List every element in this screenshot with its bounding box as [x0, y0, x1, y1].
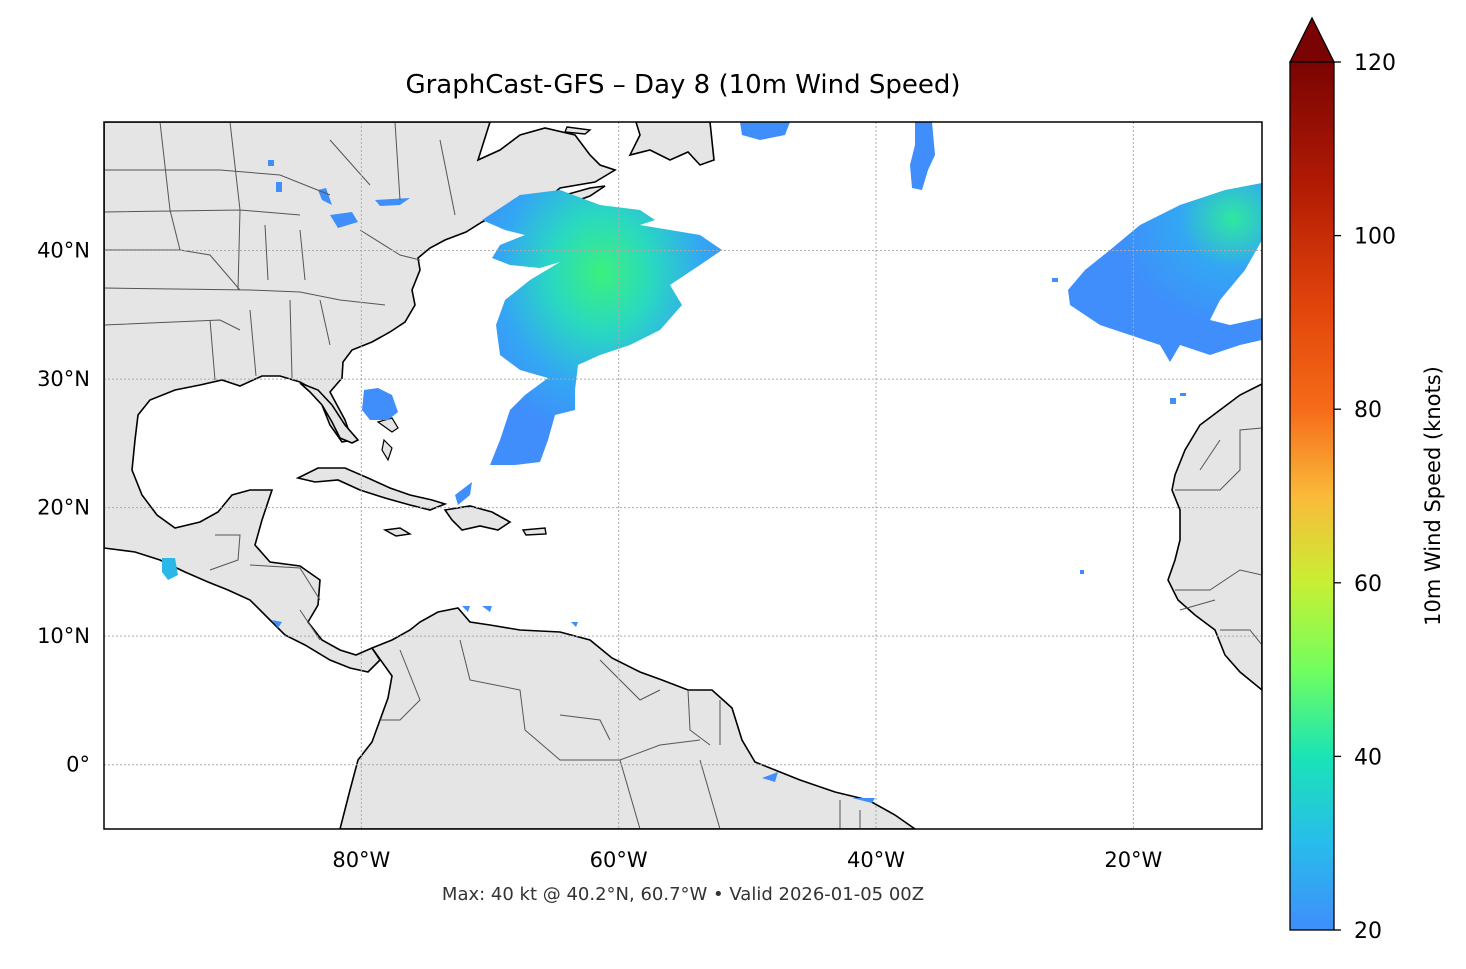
land-puerto-rico — [521, 527, 547, 536]
land-cuba — [295, 467, 448, 511]
lat-tick-label: 20°N — [37, 496, 90, 520]
land-newfoundland — [628, 122, 715, 166]
colorbar-label: 10m Wind Speed (knots) — [1421, 366, 1445, 626]
lat-tick-label: 40°N — [37, 239, 90, 263]
lon-tick-label: 60°W — [590, 848, 648, 872]
colorbar-extend-arrow — [1288, 16, 1336, 63]
colorbar-tick-label: 20 — [1354, 919, 1382, 944]
lon-tick-label: 80°W — [332, 848, 390, 872]
wind-patch-great-lakes — [318, 188, 410, 228]
lat-tick-label: 10°N — [37, 624, 90, 648]
colorbar: 20 40 60 80 100 120 10m Wind Speed (knots) — [1288, 16, 1445, 944]
map-gridlines — [104, 122, 1262, 829]
longitude-axis: 80°W 60°W 40°W 20°W — [332, 848, 1162, 872]
lon-tick-label: 20°W — [1104, 848, 1162, 872]
colorbar-tick-label: 80 — [1354, 398, 1382, 423]
wind-jet-east-atlantic — [1068, 183, 1262, 362]
lon-tick-label: 40°W — [847, 848, 905, 872]
wind-patch-gulf-of-tehuantepec — [162, 558, 178, 580]
political-borders — [104, 122, 1262, 829]
wind-patch-florida-east — [362, 388, 398, 420]
map-footer-caption: Max: 40 kt @ 40.2°N, 60.7°W • Valid 2026… — [441, 884, 925, 905]
lat-tick-label: 30°N — [37, 367, 90, 391]
wind-patch-brazil — [762, 772, 875, 803]
wind-patch-north-atlantic — [740, 122, 790, 140]
land-south-america — [339, 607, 917, 829]
colorbar-tick-label: 40 — [1354, 745, 1382, 770]
land-florida — [299, 382, 360, 444]
map-frame — [103, 121, 1263, 830]
wind-speed-field — [162, 122, 1262, 803]
colorbar-tick-label: 120 — [1354, 51, 1396, 76]
colorbar-gradient — [1289, 61, 1335, 931]
lat-tick-label: 0° — [66, 753, 90, 777]
land-africa — [1167, 383, 1262, 692]
colorbar-tick-label: 100 — [1354, 225, 1396, 250]
wind-jet-west-atlantic — [482, 190, 722, 465]
wind-patch-north-atlantic-2 — [910, 122, 935, 190]
map-area — [104, 122, 1262, 829]
colorbar-ticks: 20 40 60 80 100 120 — [1334, 51, 1396, 944]
colorbar-tick-label: 60 — [1354, 572, 1382, 597]
land-anticosti — [564, 126, 592, 135]
map-title: GraphCast-GFS – Day 8 (10m Wind Speed) — [405, 70, 961, 100]
latitude-axis: 40°N 30°N 20°N 10°N 0° — [37, 239, 90, 777]
land-jamaica — [382, 527, 413, 537]
